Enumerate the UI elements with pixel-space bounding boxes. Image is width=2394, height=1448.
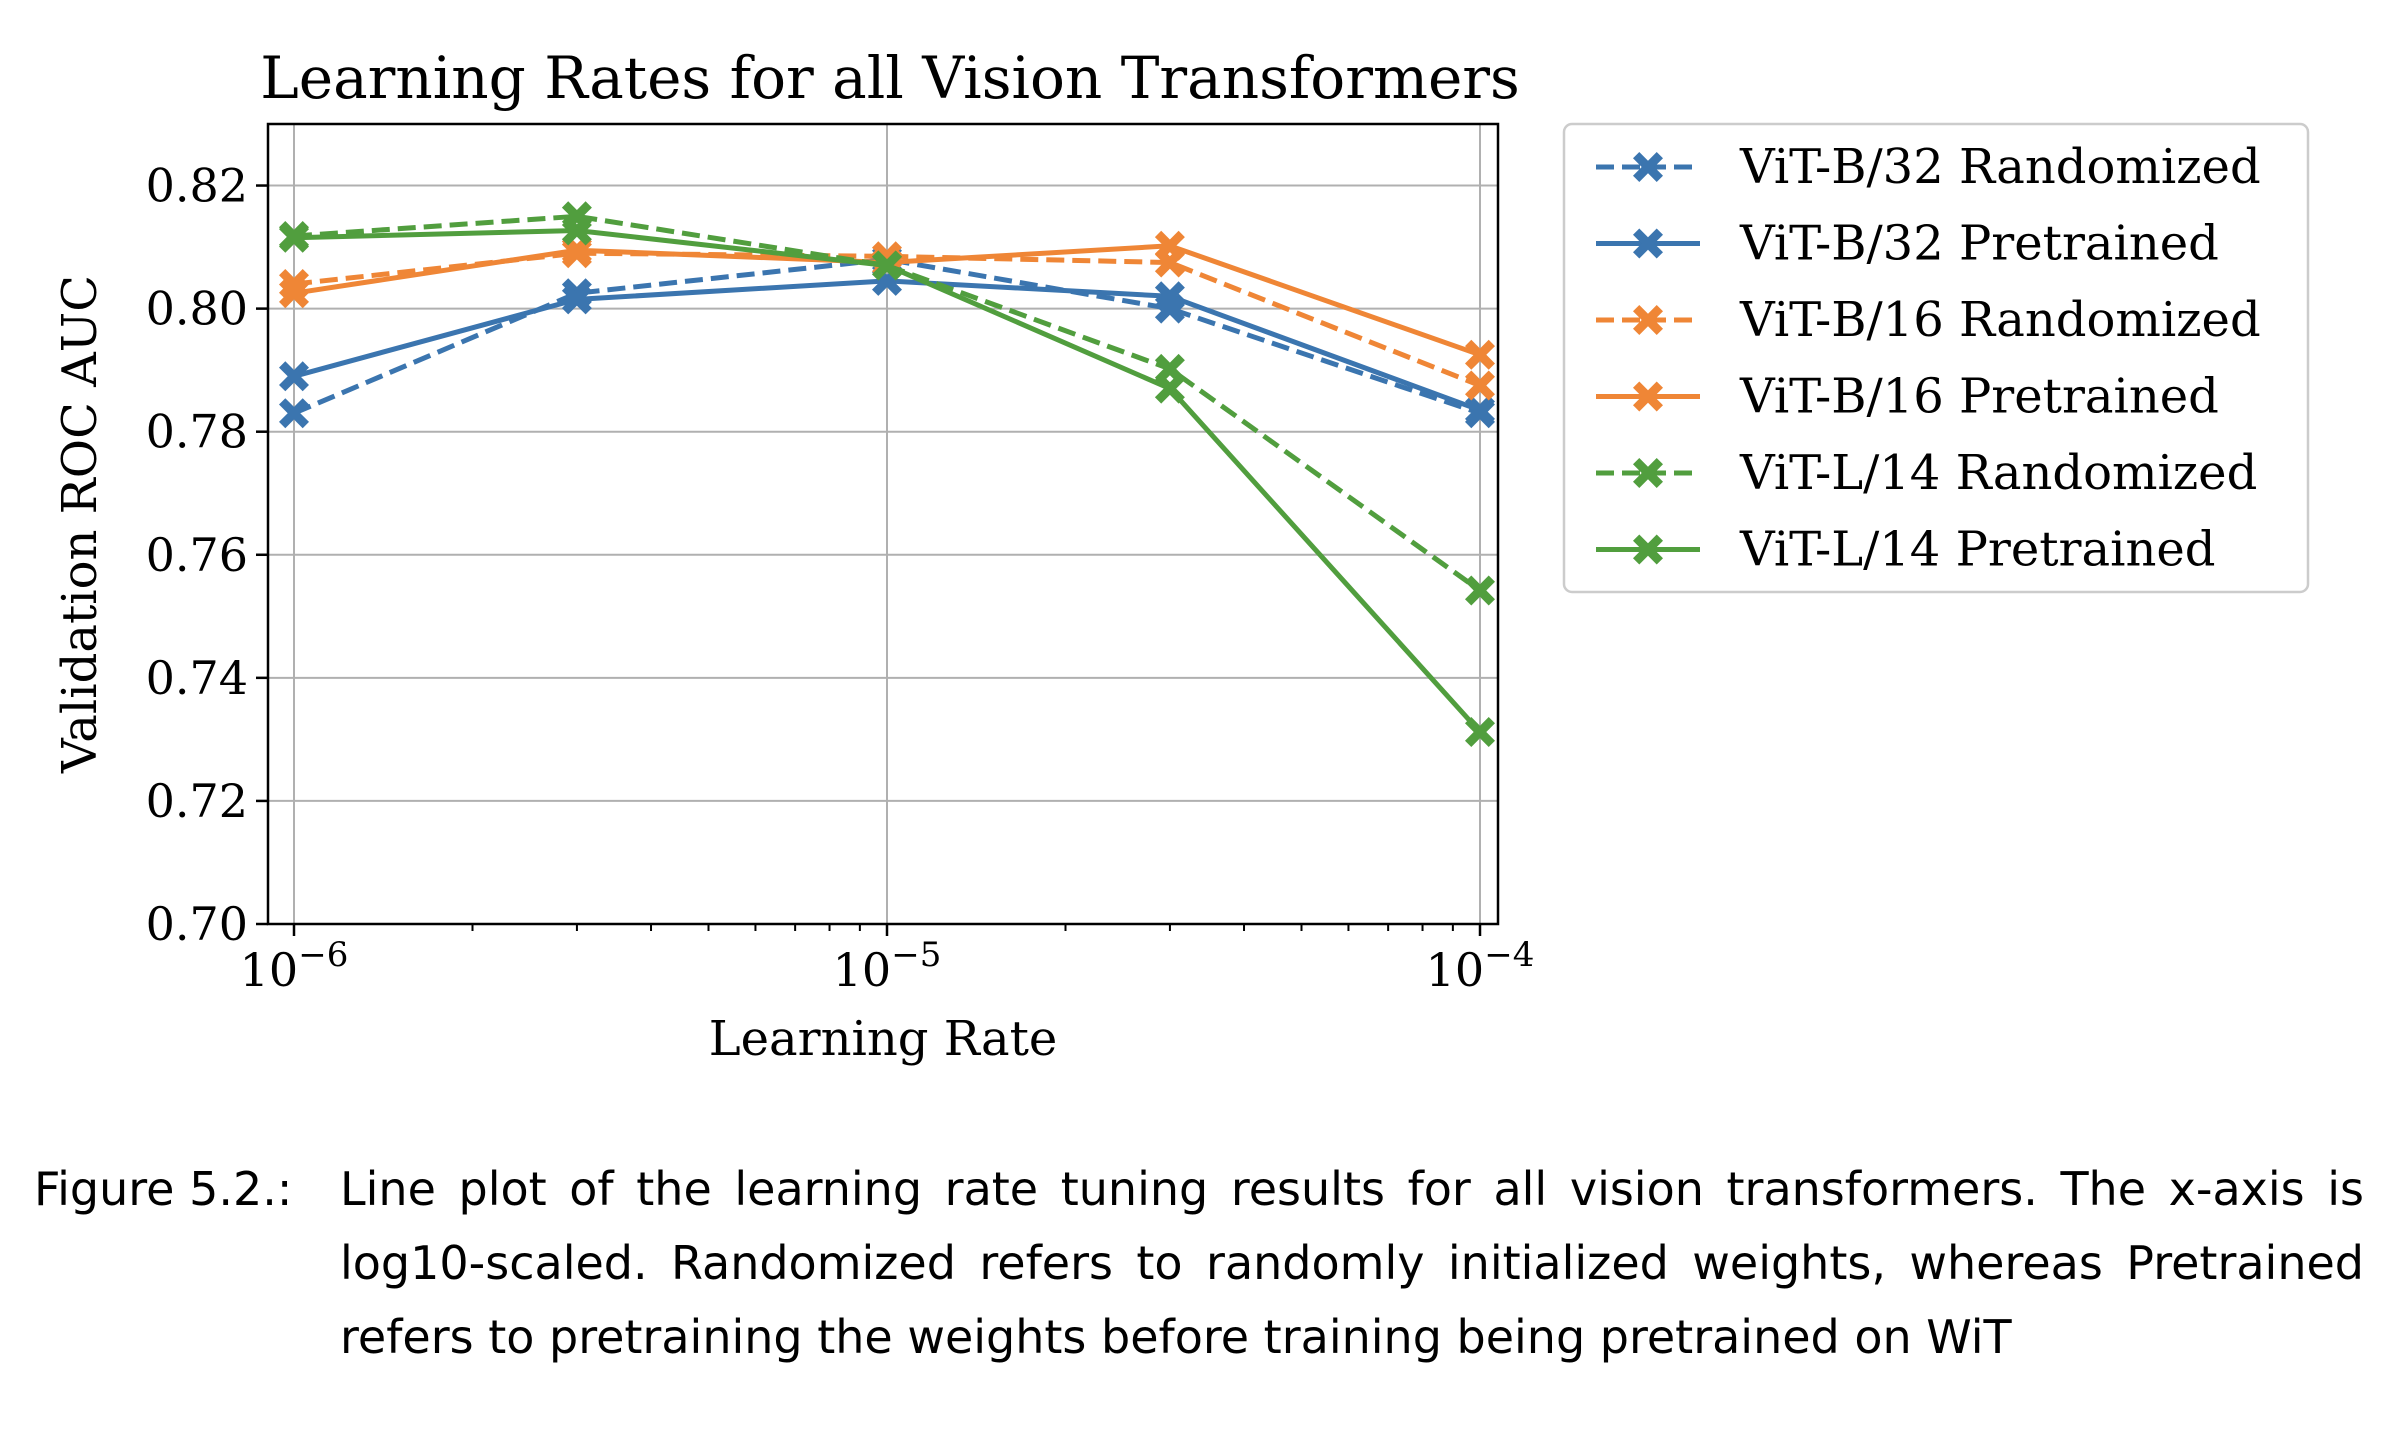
y-tick-label: 0.70 (146, 897, 248, 951)
x-tick-label: 10−4 (1426, 935, 1535, 997)
data-point (1154, 230, 1185, 261)
data-point (1465, 395, 1495, 426)
caption-label: Figure 5.2.: (34, 1162, 293, 1216)
legend-item: ViT-B/32 Pretrained (1596, 216, 2219, 272)
legend-item: ViT-L/14 Randomized (1596, 445, 2257, 501)
series-line (293, 256, 1481, 416)
legend-marker (1633, 381, 1663, 412)
series-vit-l-14-pretrained (279, 215, 1495, 747)
data-point (1154, 281, 1185, 312)
data-point (872, 250, 902, 281)
data-point (279, 278, 309, 309)
x-tick-label: 10−6 (240, 935, 349, 997)
data-point (1154, 373, 1185, 404)
data-point (1465, 339, 1495, 370)
data-point (561, 215, 592, 246)
legend-item: ViT-B/16 Pretrained (1596, 369, 2219, 425)
chart-title: Learning Rates for all Vision Transforme… (260, 44, 1520, 112)
y-tick-label: 0.78 (146, 405, 248, 459)
series-line (293, 213, 1482, 593)
legend-marker (1633, 228, 1663, 259)
line-chart: Learning Rates for all Vision Transforme… (52, 44, 2310, 1067)
grid-lines (268, 124, 1498, 925)
plot-frame (266, 122, 1500, 926)
data-point (1465, 370, 1495, 401)
y-tick-label: 0.82 (146, 159, 248, 213)
series-layer (279, 201, 1495, 747)
series-vit-b-32-pretrained (279, 265, 1495, 426)
x-tick-exponent: −5 (891, 935, 941, 975)
legend: ViT-B/32 Randomized ViT-B/32 Pretrained Vi… (1562, 122, 2310, 594)
figure-caption: Figure 5.2.: Line plot of the learning r… (34, 1152, 2364, 1374)
data-point (561, 284, 592, 315)
x-tick-label: 10−5 (833, 935, 942, 997)
legend-item: ViT-B/32 Randomized (1596, 139, 2261, 195)
legend-label: ViT-B/32 Randomized (1739, 139, 2261, 195)
legend-label: ViT-B/16 Randomized (1739, 292, 2261, 348)
legend-marker (1633, 305, 1663, 335)
caption-text: Line plot of the learning rate tuning re… (340, 1162, 2364, 1364)
legend-label: ViT-B/16 Pretrained (1739, 369, 2219, 425)
legend-label: ViT-L/14 Randomized (1739, 445, 2257, 501)
data-point (279, 361, 309, 392)
legend-item: ViT-B/16 Randomized (1596, 292, 2261, 348)
data-point (1465, 717, 1495, 747)
x-tick-exponent: −6 (298, 935, 348, 975)
y-axis-label: Validation ROC AUC (52, 275, 108, 774)
x-tick-base: 10 (833, 943, 892, 997)
legend-marker (1633, 152, 1663, 182)
y-tick-label: 0.76 (146, 528, 248, 582)
y-tick-label: 0.72 (146, 774, 248, 828)
legend-marker (1633, 458, 1663, 488)
data-point (279, 222, 309, 253)
y-tick-label: 0.74 (146, 651, 248, 705)
y-tick-label: 0.80 (146, 282, 248, 336)
legend-item: ViT-L/14 Pretrained (1596, 522, 2216, 578)
legend-label: ViT-B/32 Pretrained (1739, 216, 2219, 272)
legend-frame (1562, 122, 2310, 594)
legend-label: ViT-L/14 Pretrained (1739, 522, 2216, 578)
x-tick-base: 10 (240, 943, 299, 997)
data-point (279, 398, 309, 429)
data-point (1465, 575, 1495, 606)
x-axis-label: Learning Rate (709, 1011, 1058, 1067)
x-tick-exponent: −4 (1484, 935, 1534, 975)
x-tick-base: 10 (1426, 943, 1485, 997)
legend-marker (1633, 534, 1663, 565)
